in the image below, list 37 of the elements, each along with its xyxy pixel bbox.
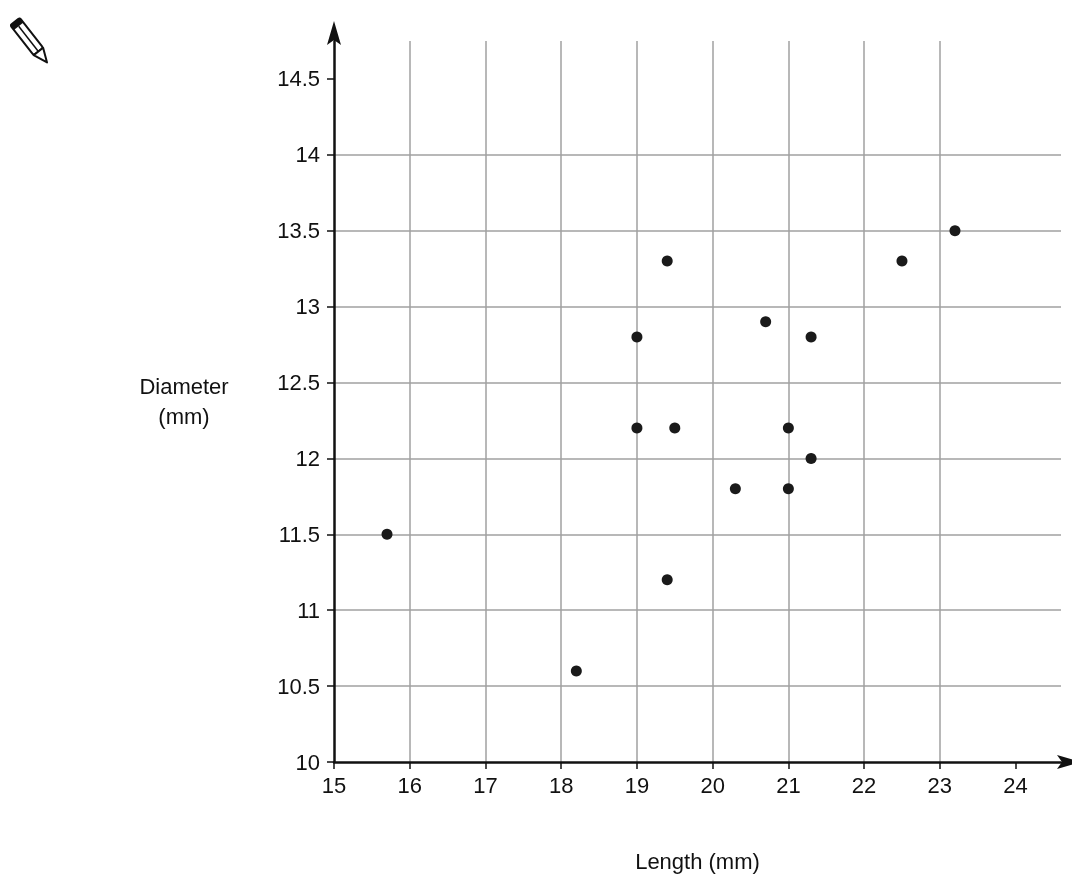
point: [760, 316, 772, 328]
point: [782, 483, 794, 495]
y-axis-title: Diameter (mm): [139, 374, 229, 429]
point: [381, 528, 393, 540]
x-tick-label: 19: [624, 772, 650, 798]
y-tick-label: 10.5: [277, 673, 320, 699]
x-tick-label: 16: [397, 772, 422, 798]
point: [570, 665, 582, 677]
x-tick-label: 17: [473, 772, 498, 798]
point: [805, 452, 817, 464]
point: [631, 422, 643, 434]
point: [896, 255, 908, 267]
point: [782, 422, 794, 434]
x-tick-label: 18: [548, 772, 574, 798]
point: [631, 331, 643, 343]
point: [805, 331, 817, 343]
y-tick-label: 13.5: [277, 218, 320, 244]
point: [949, 225, 961, 237]
y-tick-label: 13: [295, 294, 320, 320]
x-tick-label: 15: [321, 772, 347, 798]
y-tick-label: 12: [295, 445, 320, 471]
point: [729, 483, 741, 495]
x-tick-label: 24: [1003, 772, 1028, 798]
y-tick-label: 11: [297, 597, 320, 623]
y-tick-label: 14.5: [277, 66, 320, 92]
y-tick-label: 10: [295, 749, 320, 775]
point: [669, 422, 681, 434]
x-tick-label: 23: [927, 772, 953, 798]
y-tick-label: 11.5: [278, 521, 320, 547]
y-tick-label: 14: [295, 142, 320, 168]
x-axis-title: Length (mm): [635, 848, 760, 874]
x-tick-label: 20: [700, 772, 725, 798]
point: [661, 255, 673, 267]
y-tick-label: 12.5: [277, 370, 320, 396]
x-tick-label: 22: [851, 772, 877, 798]
x-tick-label: 21: [776, 772, 801, 798]
point: [661, 574, 673, 586]
